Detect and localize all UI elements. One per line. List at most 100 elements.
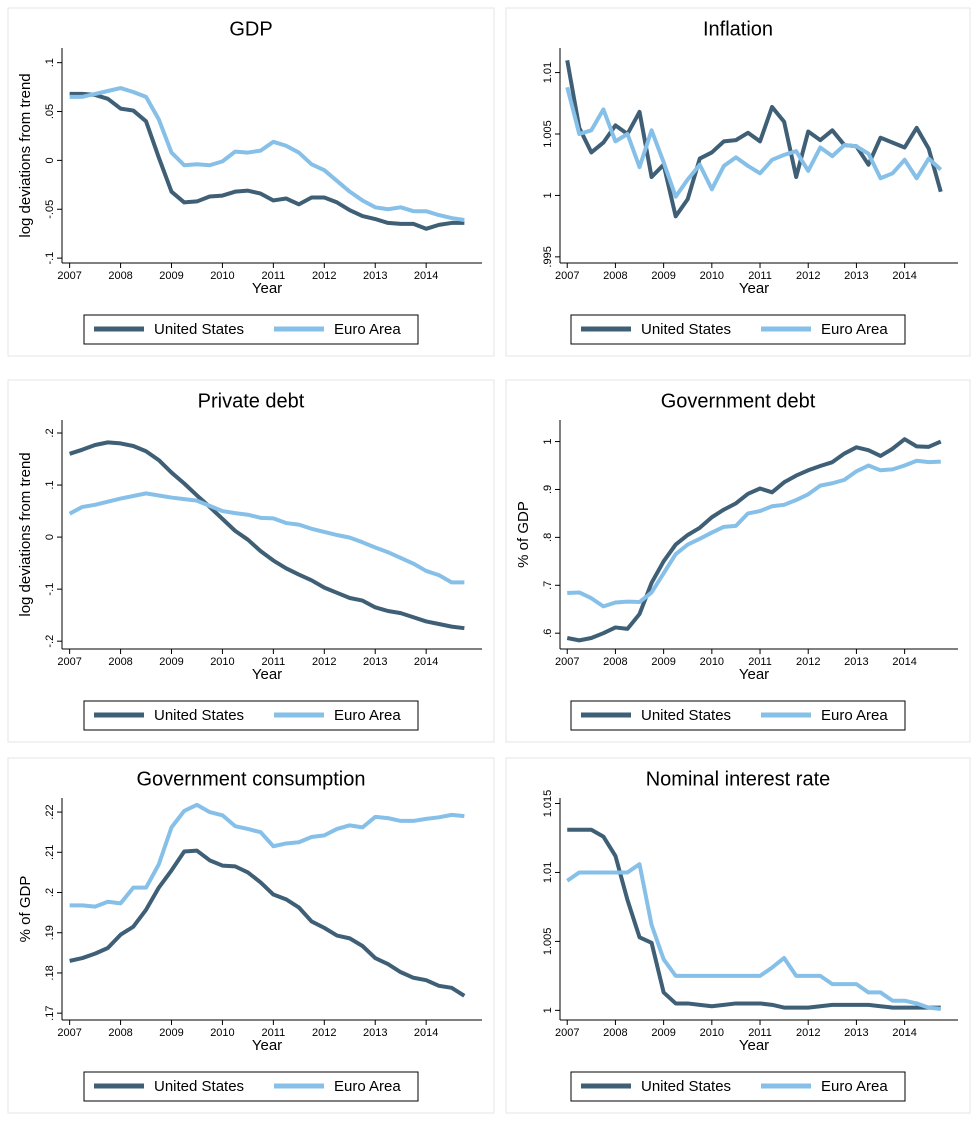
x-tick-label: 2014 (892, 1027, 916, 1039)
x-tick-label: 2010 (210, 656, 234, 668)
y-axis-label: % of GDP (17, 876, 34, 943)
y-tick-label: .1 (44, 58, 56, 67)
x-tick-label: 2011 (262, 656, 286, 668)
x-tick-label: 2008 (108, 656, 132, 668)
series-line (68, 491, 465, 585)
series-line (69, 440, 465, 631)
y-tick-label: .21 (44, 845, 56, 860)
panel-frame (505, 757, 971, 1114)
x-tick-label: 2013 (363, 656, 387, 668)
y-tick-label: -.05 (44, 200, 56, 219)
series-line (69, 848, 466, 998)
x-tick-label: 2008 (108, 270, 132, 282)
x-tick-label: 2009 (651, 270, 675, 282)
x-tick-label: 2012 (312, 1027, 336, 1039)
panel-title: GDP (229, 18, 272, 40)
series-line (567, 827, 941, 1010)
panel-frame (505, 379, 971, 743)
x-tick-label: 2014 (414, 270, 438, 282)
x-tick-label: 2013 (844, 656, 868, 668)
y-tick-label: .9 (542, 485, 554, 494)
x-tick-label: 2011 (748, 656, 772, 668)
x-tick-label: 2014 (414, 1027, 438, 1039)
y-tick-label: 1.01 (542, 62, 554, 83)
legend-label: Euro Area (334, 321, 401, 338)
x-axis-label: Year (739, 1037, 769, 1054)
x-tick-label: 2010 (210, 1027, 234, 1039)
y-tick-label: 1.015 (542, 790, 554, 818)
series-line (69, 802, 465, 909)
y-axis-label: log deviations from trend (17, 73, 34, 237)
y-tick-label: .6 (542, 629, 554, 638)
y-tick-label: 0 (44, 157, 56, 163)
x-tick-label: 2007 (555, 270, 579, 282)
y-axis-label: % of GDP (515, 501, 532, 568)
legend-label: United States (154, 321, 244, 338)
series-line (565, 59, 943, 219)
y-tick-label: .2 (44, 888, 56, 897)
legend-label: United States (641, 707, 731, 724)
x-tick-label: 2007 (57, 270, 81, 282)
x-axis-label: Year (252, 280, 282, 297)
panel-title: Government debt (661, 390, 816, 412)
x-axis-label: Year (739, 280, 769, 297)
y-tick-label: .17 (44, 1006, 56, 1021)
panel-frame (7, 757, 495, 1114)
x-tick-label: 2008 (603, 1027, 627, 1039)
x-tick-label: 2013 (363, 270, 387, 282)
y-tick-label: .7 (542, 581, 554, 590)
x-tick-label: 2014 (414, 656, 438, 668)
legend-label: Euro Area (821, 321, 888, 338)
x-tick-label: 2011 (748, 270, 772, 282)
panel-title: Inflation (703, 18, 773, 40)
panel-frame (7, 7, 495, 357)
series-line (567, 458, 941, 609)
x-tick-label: 2008 (108, 1027, 132, 1039)
y-tick-label: 1 (542, 1007, 554, 1013)
x-tick-label: 2007 (555, 656, 579, 668)
y-tick-label: 1 (542, 192, 554, 198)
x-tick-label: 2007 (57, 1027, 81, 1039)
panel-title: Government consumption (136, 768, 365, 790)
y-tick-label: .8 (542, 533, 554, 542)
x-tick-label: 2012 (796, 1027, 820, 1039)
x-tick-label: 2010 (700, 270, 724, 282)
y-axis-label: log deviations from trend (17, 452, 34, 616)
x-tick-label: 2013 (844, 1027, 868, 1039)
x-tick-label: 2013 (363, 1027, 387, 1039)
y-tick-label: .1 (44, 480, 56, 489)
series-line (69, 86, 465, 222)
y-tick-label: -.1 (44, 252, 56, 265)
x-tick-label: 2010 (700, 656, 724, 668)
x-tick-label: 2009 (651, 656, 675, 668)
x-axis-label: Year (252, 666, 282, 683)
y-tick-label: -.1 (44, 583, 56, 596)
x-tick-label: 2010 (700, 1027, 724, 1039)
x-tick-label: 2011 (262, 1027, 286, 1039)
x-tick-label: 2009 (159, 656, 183, 668)
panel: Government consumption .17 .18 .19 .2 .21 .22 2… (7, 757, 495, 1114)
panel: Private debt -.2 -.1 0 .1 .2 2007 2008 2009 2010 2… (7, 379, 495, 743)
y-tick-label: 1.005 (542, 928, 554, 956)
x-axis-label: Year (252, 1037, 282, 1054)
y-tick-label: 1.01 (542, 862, 554, 883)
legend-label: Euro Area (334, 707, 401, 724)
legend-label: Euro Area (821, 707, 888, 724)
x-tick-label: 2012 (312, 656, 336, 668)
legend-label: Euro Area (821, 1078, 888, 1095)
panel-title: Private debt (198, 390, 305, 412)
x-tick-label: 2014 (892, 270, 916, 282)
panel: Nominal interest rate 1 1.005 1.01 1.015 2007… (505, 757, 971, 1114)
y-tick-label: .19 (44, 925, 56, 940)
series-line (565, 86, 943, 199)
y-tick-label: .18 (44, 965, 56, 980)
x-tick-label: 2007 (57, 656, 81, 668)
x-tick-label: 2010 (210, 270, 234, 282)
y-tick-label: -.2 (44, 635, 56, 648)
x-tick-label: 2007 (555, 1027, 579, 1039)
x-tick-label: 2014 (892, 656, 916, 668)
legend-box (83, 314, 419, 345)
x-tick-label: 2009 (159, 1027, 183, 1039)
y-tick-label: .22 (44, 804, 56, 819)
